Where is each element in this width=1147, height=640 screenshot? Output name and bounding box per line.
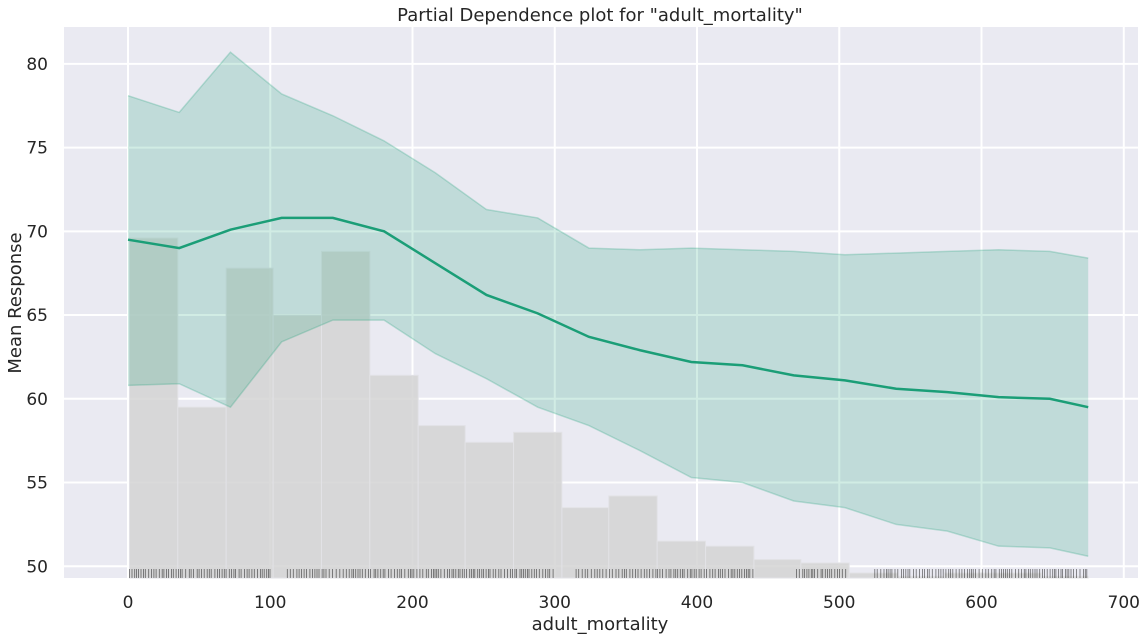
histogram-bar (608, 495, 658, 579)
histogram-bar (992, 572, 1042, 579)
histogram-bar (897, 575, 946, 579)
mean-line (127, 216, 1089, 409)
y-tick-label: 50 (26, 557, 48, 577)
rug-segment (286, 569, 554, 578)
histogram-bar (369, 374, 419, 579)
histogram-bar (128, 237, 179, 579)
histogram-bar (464, 441, 515, 579)
x-axis-label: adult_mortality (532, 614, 669, 635)
x-tick-label: 400 (681, 593, 713, 613)
chart-title: Partial Dependence plot for "adult_morta… (397, 5, 803, 26)
x-tick-label: 100 (254, 593, 286, 613)
histogram-bar (753, 559, 802, 579)
y-tick-label: 70 (26, 222, 48, 242)
y-tick-labels: 50 55 60 65 70 75 80 (26, 55, 48, 577)
mean-response-line (127, 216, 1089, 409)
histogram (128, 237, 1089, 579)
x-tick-label: 300 (539, 593, 571, 613)
confidence-band-area (128, 52, 1089, 557)
x-tick-label: 600 (965, 593, 997, 613)
rug-segment (874, 569, 1088, 578)
rug-segment (129, 569, 271, 578)
y-tick-label: 65 (26, 306, 48, 326)
x-tick-label: 200 (396, 593, 428, 613)
rug-marks (129, 569, 1088, 578)
x-tick-labels: 0 100 200 300 400 500 600 700 (123, 593, 1140, 613)
y-tick-label: 75 (26, 139, 48, 159)
histogram-bar (225, 267, 274, 579)
x-tick-label: 500 (823, 593, 855, 613)
y-tick-label: 60 (26, 390, 48, 410)
histogram-bar (561, 507, 610, 579)
histogram-bar (705, 545, 755, 579)
x-tick-label: 0 (123, 593, 134, 613)
histogram-bar (513, 431, 563, 579)
lower-bound-line (127, 319, 1089, 557)
y-tick-label: 55 (26, 474, 48, 494)
histogram-bar (1040, 575, 1089, 579)
y-axis-label: Mean Response (5, 232, 26, 373)
y-tick-label: 80 (26, 55, 48, 75)
histogram-bar (177, 406, 227, 579)
confidence-band (127, 51, 1089, 557)
x-tick-label: 700 (1108, 593, 1140, 613)
upper-bound-line (127, 51, 1089, 259)
rug-segment (796, 569, 847, 578)
histogram-bar (417, 425, 466, 579)
histogram-bar (656, 540, 707, 579)
histogram-bar (272, 314, 322, 579)
rug-segment (575, 569, 754, 578)
